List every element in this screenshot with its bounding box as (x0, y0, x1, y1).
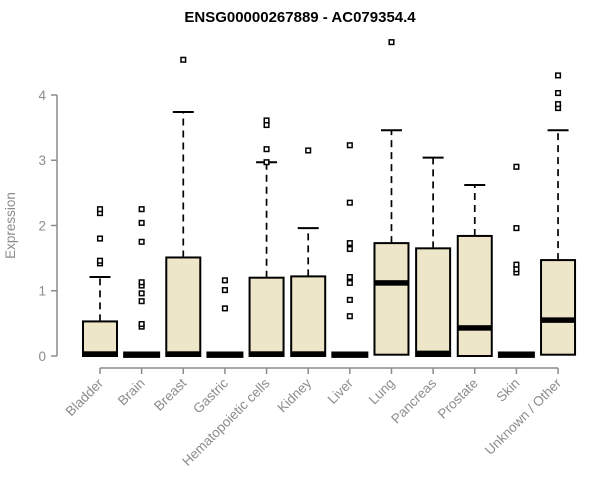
box-skin (497, 163, 535, 358)
outlier-point (346, 245, 353, 253)
x-tick-label: Brain (115, 376, 148, 409)
outlier-point (221, 287, 228, 294)
plot-area: 0 1 2 3 4 Expression Bladder Brain Breast Gastric… (3, 39, 577, 469)
outlier-point (346, 279, 353, 286)
x-tick-label: Prostate (435, 376, 481, 422)
outlier-point (513, 261, 520, 268)
x-tick-label: Breast (151, 375, 189, 413)
outlier-point (138, 290, 145, 297)
outlier-point (346, 296, 353, 303)
box-prostate (456, 184, 493, 357)
y-axis-title: Expression (3, 192, 18, 259)
outlier-point (263, 146, 270, 153)
y-tick-label: 4 (38, 88, 46, 103)
box-liver (331, 142, 369, 358)
outlier-point (138, 298, 145, 305)
outlier-point (221, 277, 228, 284)
outlier-point (138, 219, 145, 226)
box-brain (123, 206, 161, 358)
outlier-point (554, 72, 562, 79)
box-unknown-other (540, 72, 577, 356)
x-tick-label: Skin (493, 376, 522, 405)
outlier-point (180, 56, 187, 63)
outlier-point (138, 206, 145, 213)
x-tick-label: Unknown / Other (482, 375, 565, 458)
y-tick-label: 2 (38, 218, 46, 233)
box-pancreas (415, 156, 452, 357)
box-gastric (206, 277, 244, 358)
outlier-point (513, 163, 520, 170)
outlier-point (346, 199, 353, 206)
outlier-point (138, 320, 145, 328)
x-tick-label: Lung (366, 376, 398, 408)
outlier-point (221, 305, 228, 312)
y-tick-label: 3 (38, 153, 46, 168)
box-bladder (82, 206, 118, 358)
chart-title: ENSG00000267889 - AC079354.4 (184, 9, 416, 26)
outlier-point (554, 101, 562, 108)
outlier-point (513, 225, 520, 232)
outlier-point (346, 240, 353, 247)
outlier-point (346, 142, 353, 149)
x-tick-label: Bladder (63, 375, 107, 419)
outlier-point (96, 235, 104, 242)
outlier-point (263, 159, 270, 166)
y-tick-label: 1 (38, 284, 46, 299)
box-kidney (290, 147, 327, 357)
y-axis: 0 1 2 3 4 Expression (3, 88, 58, 364)
outlier-point (554, 89, 562, 97)
outlier-point (138, 238, 145, 245)
box-hematopoietic-cells (248, 117, 285, 358)
y-tick-label: 0 (38, 349, 46, 364)
outlier-point (305, 147, 312, 154)
outlier-point (388, 39, 395, 46)
outlier-point (263, 117, 270, 124)
box-breast (165, 56, 202, 357)
outlier-point (96, 257, 104, 264)
x-tick-label: Pancreas (388, 375, 439, 426)
x-tick-label: Liver (325, 375, 357, 407)
outlier-point (96, 206, 104, 213)
box-lung (373, 39, 410, 356)
outlier-point (138, 279, 145, 286)
outlier-point (346, 273, 353, 281)
x-tick-label: Kidney (275, 375, 315, 415)
x-tick-label: Gastric (190, 375, 231, 416)
outlier-point (346, 313, 353, 320)
